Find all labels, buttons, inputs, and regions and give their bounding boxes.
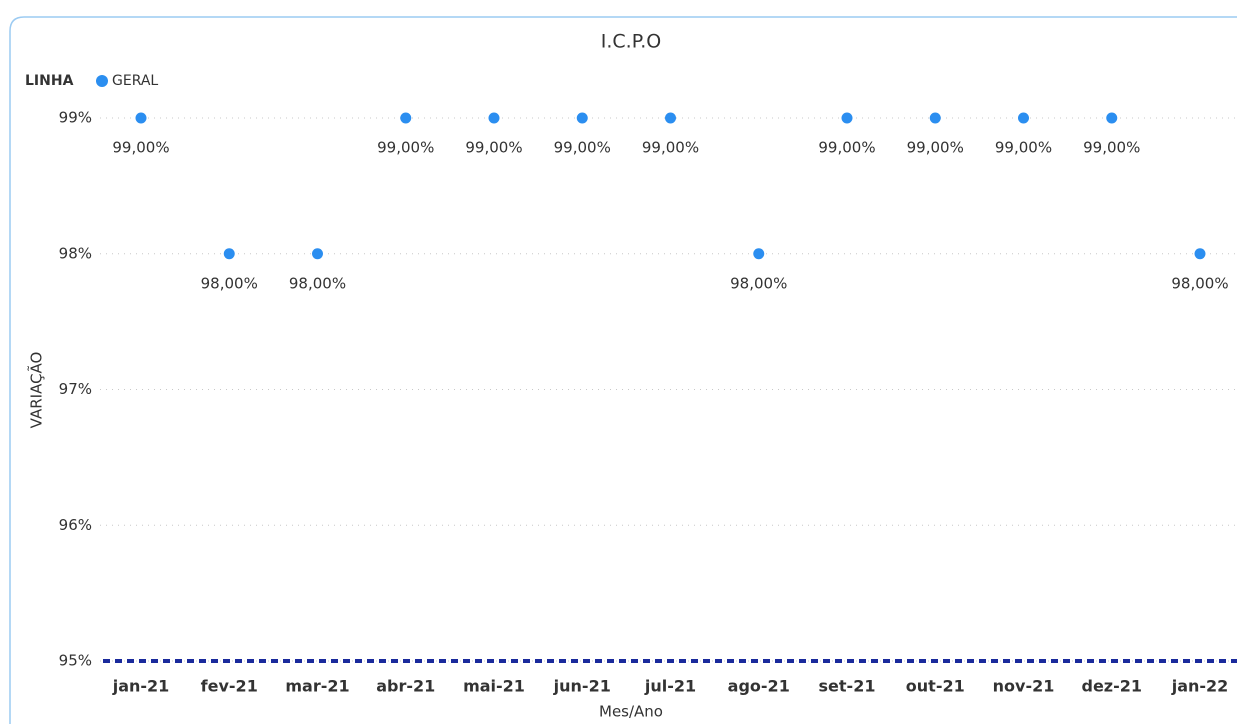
data-point: [1106, 112, 1118, 124]
y-tick-label: 97%: [59, 380, 92, 398]
x-tick-label: dez-21: [1081, 677, 1142, 696]
data-label: 99,00%: [1083, 139, 1140, 157]
data-point: [1018, 112, 1029, 124]
data-label: 99,00%: [465, 139, 522, 157]
data-label: 99,00%: [995, 139, 1052, 157]
data-point: [665, 112, 676, 124]
data-label: 98,00%: [730, 274, 787, 292]
data-point: [1194, 248, 1206, 260]
x-tick-label: mai-21: [463, 677, 525, 696]
data-label: 99,00%: [112, 139, 169, 157]
data-point: [488, 112, 500, 124]
legend-title: LINHA: [25, 73, 74, 89]
x-tick-label: out-21: [906, 677, 965, 696]
data-point: [753, 248, 765, 260]
x-tick-label: ago-21: [728, 677, 790, 696]
data-label: 99,00%: [554, 139, 611, 157]
y-tick-label: 95%: [59, 652, 92, 670]
data-point: [223, 248, 235, 260]
y-tick-label: 98%: [59, 244, 92, 262]
y-tick-label: 99%: [59, 109, 92, 127]
data-point: [841, 112, 853, 124]
legend-label: GERAL: [112, 73, 158, 89]
x-tick-label: jan-21: [112, 677, 170, 696]
data-point: [312, 248, 323, 260]
data-label: 99,00%: [642, 139, 699, 157]
y-tick-label: 96%: [59, 516, 92, 534]
x-tick-label: nov-21: [993, 677, 1055, 696]
x-tick-label: jan-22: [1171, 677, 1229, 696]
y-axis-label: VARIAÇÃO: [27, 352, 46, 429]
data-label: 99,00%: [818, 139, 875, 157]
x-tick-label: abr-21: [376, 677, 435, 696]
data-label: 99,00%: [907, 139, 964, 157]
legend-marker: [96, 75, 108, 87]
chart-title: I.C.P.O: [601, 31, 661, 53]
data-point: [929, 112, 941, 124]
data-label: 99,00%: [377, 139, 434, 157]
x-tick-label: fev-21: [201, 677, 258, 696]
data-point: [576, 112, 588, 124]
data-label: 98,00%: [289, 274, 346, 292]
card-border: [9, 16, 1237, 724]
x-tick-label: jul-21: [644, 677, 696, 696]
data-point: [400, 112, 412, 124]
data-label: 98,00%: [201, 274, 258, 292]
x-tick-label: set-21: [819, 677, 876, 696]
x-tick-label: jun-21: [553, 677, 611, 696]
data-label: 98,00%: [1171, 274, 1228, 292]
x-axis-label: Mes/Ano: [599, 703, 663, 721]
data-point: [135, 112, 147, 124]
x-tick-label: mar-21: [285, 677, 349, 696]
